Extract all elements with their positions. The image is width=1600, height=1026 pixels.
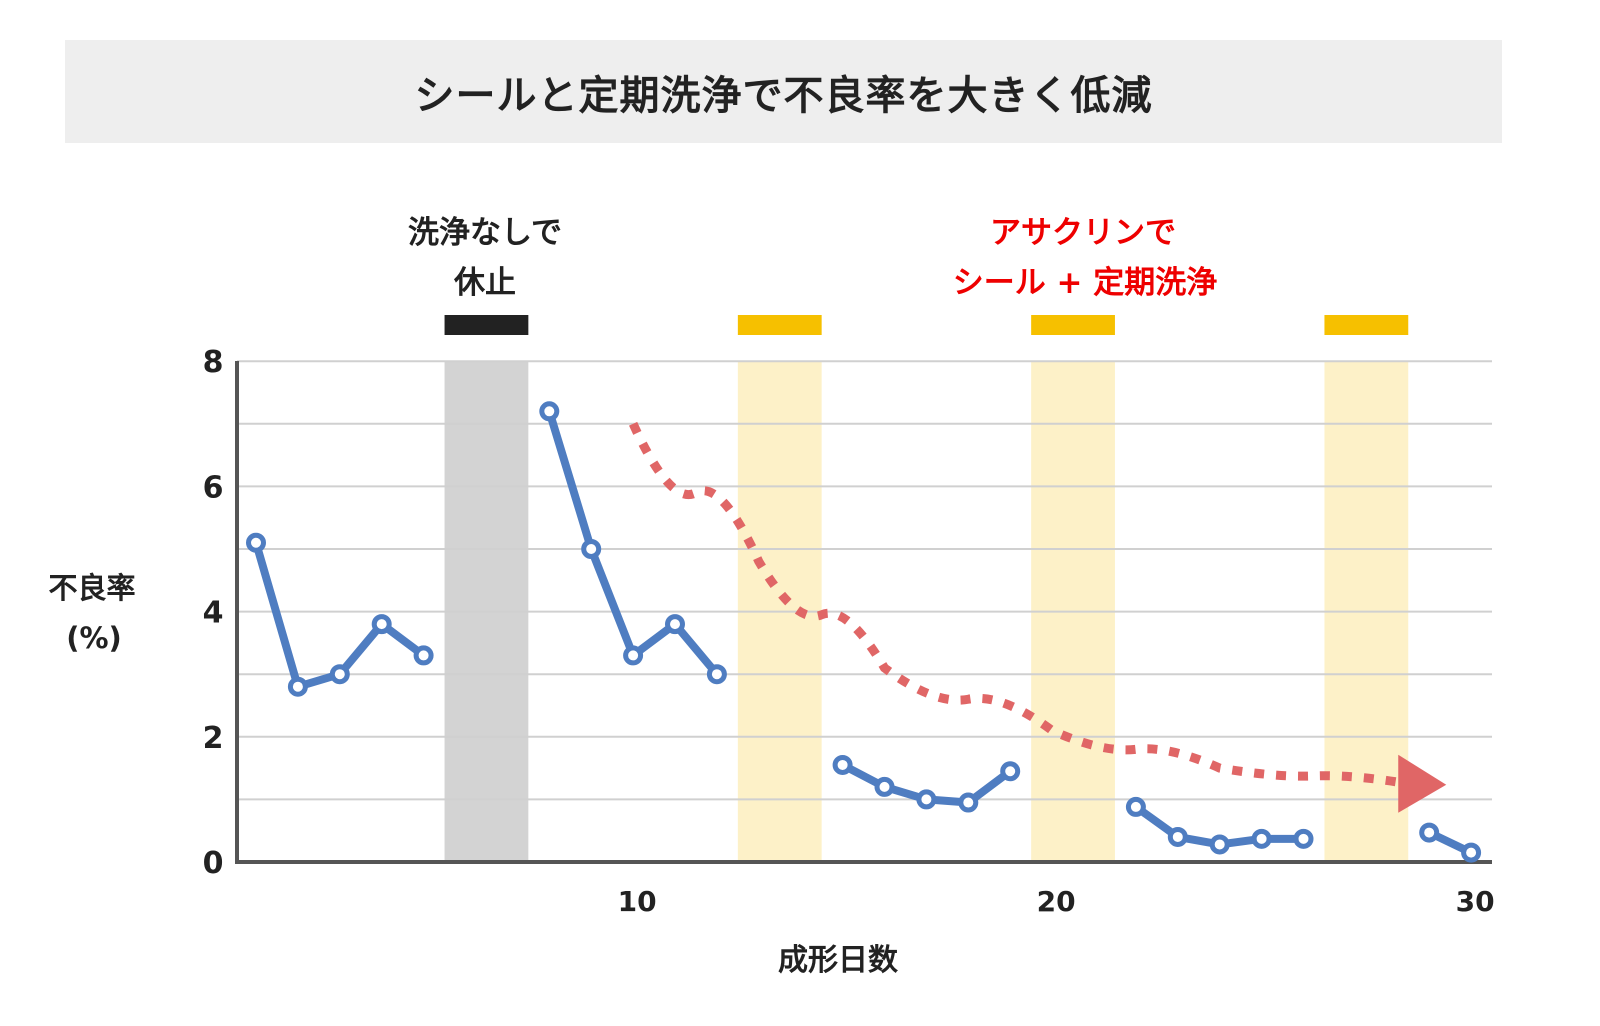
- y-tick-labels: 0 2 4 6 8: [203, 345, 224, 881]
- data-point-marker: [958, 792, 979, 813]
- trend-arrow: [629, 421, 1447, 813]
- cleaning-marker: [1031, 315, 1115, 335]
- y-tick-label: 0: [203, 846, 224, 881]
- data-point-marker: [246, 532, 266, 553]
- y-tick-label: 8: [203, 345, 224, 380]
- data-point-marker: [287, 676, 308, 697]
- x-tick-label: 10: [618, 885, 657, 918]
- series-line: [545, 410, 720, 677]
- data-point-marker: [329, 664, 350, 685]
- data-point-marker: [1209, 834, 1230, 855]
- y-tick-label: 2: [203, 721, 224, 756]
- x-tick-labels: 10 20 30: [618, 885, 1495, 918]
- data-point-marker: [371, 614, 392, 635]
- cleaning-marker: [1324, 315, 1409, 335]
- gridlines: [237, 360, 1492, 801]
- data-point-marker: [916, 789, 937, 810]
- data-point-marker: [1419, 822, 1440, 843]
- cleaning-marker: [737, 315, 822, 335]
- y-tick-label: 6: [203, 470, 224, 505]
- x-axis-label: 成形日数: [778, 943, 899, 978]
- shutdown-label-line1: 洗浄なしで: [408, 215, 562, 251]
- data-point-marker: [1293, 828, 1314, 849]
- data-point-marker: [581, 539, 602, 559]
- data-point-marker: [623, 645, 644, 666]
- data-point-marker: [1461, 842, 1482, 863]
- data-point-marker: [539, 401, 560, 422]
- y-axis-label-line2: (%): [66, 621, 122, 655]
- shutdown-marker: [444, 315, 529, 335]
- defect-rate-series: [246, 401, 1482, 863]
- x-tick-label: 20: [1037, 885, 1076, 918]
- title-bar: シールと定期洗浄で不良率を大きく低減: [65, 40, 1502, 143]
- data-point-marker: [665, 614, 685, 635]
- y-axis-label-line1: 不良率: [48, 571, 135, 605]
- data-point-marker: [1000, 761, 1021, 782]
- x-tick-label: 30: [1456, 885, 1495, 918]
- data-point-marker: [832, 754, 853, 775]
- band-markers: [444, 315, 1409, 335]
- treatment-label-line2: シール + 定期洗浄: [953, 265, 1218, 301]
- treatment-label-line1: アサクリンで: [990, 215, 1176, 251]
- data-point-marker: [1167, 826, 1188, 847]
- chart-title: シールと定期洗浄で不良率を大きく低減: [414, 72, 1153, 119]
- data-point-marker: [413, 645, 434, 666]
- data-point-marker: [874, 776, 895, 797]
- y-tick-label: 4: [203, 596, 224, 631]
- data-point-marker: [1251, 828, 1272, 849]
- axes: [235, 361, 1492, 864]
- trend-dotted-curve: [629, 421, 1409, 789]
- arrow-head-icon: [1398, 754, 1447, 813]
- shutdown-label-line2: 休止: [453, 265, 516, 301]
- data-point-marker: [706, 664, 727, 685]
- data-point-marker: [1125, 796, 1146, 817]
